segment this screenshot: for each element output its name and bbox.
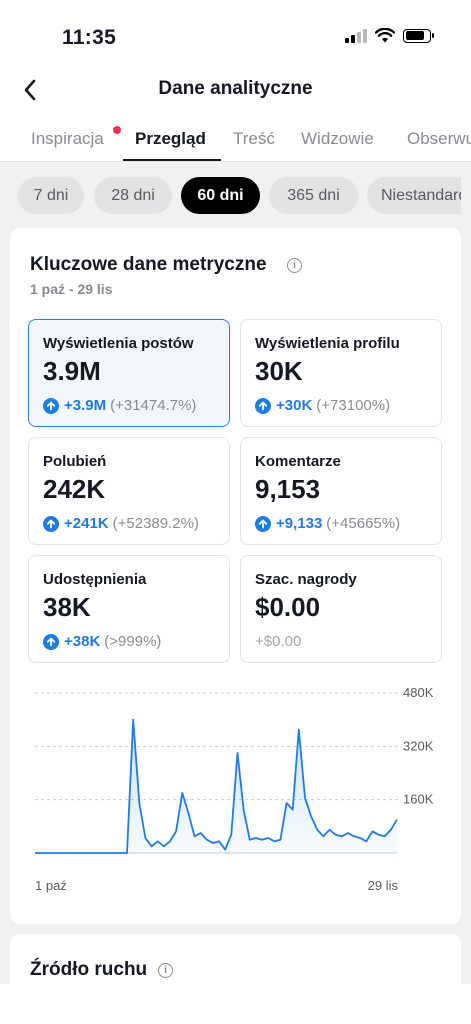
tab-inspiracja[interactable]: Inspiracja — [31, 129, 104, 148]
metric-card-shares[interactable]: Udostępnienia 38K +38K (>999%) — [28, 555, 230, 663]
delta-percent: (+45665%) — [326, 515, 401, 532]
metric-value: 30K — [255, 356, 303, 386]
metric-value: $0.00 — [255, 592, 321, 622]
y-tick-label: 160K — [403, 792, 434, 807]
tab-bar: Inspiracja Przegląd Treść Widzowie Obser… — [0, 120, 471, 162]
metric-label: Wyświetlenia postów — [43, 335, 194, 352]
y-tick-label: 480K — [403, 685, 434, 700]
metric-card-comments[interactable]: Komentarze 9,153 +9,133 (+45665%) — [240, 437, 442, 545]
date-range: 1 paź - 29 lis — [30, 281, 113, 297]
arrow-up-icon — [255, 515, 271, 532]
wifi-icon — [375, 28, 395, 43]
metric-delta: +$0.00 — [255, 633, 305, 650]
metric-label: Udostępnienia — [43, 571, 147, 588]
series-area — [35, 719, 397, 853]
arrow-up-icon — [255, 397, 271, 414]
metric-card-post-views[interactable]: Wyświetlenia postów 3.9M +3.9M (+31474.7… — [28, 319, 230, 427]
metric-label: Komentarze — [255, 453, 341, 470]
status-icons — [345, 28, 434, 43]
arrow-up-icon — [43, 397, 59, 414]
delta-value: +38K — [64, 633, 101, 650]
metric-label: Wyświetlenia profilu — [255, 335, 400, 352]
delta-value: +3.9M — [64, 397, 107, 414]
post-views-chart[interactable]: 480K 320K 160K 1 paź 29 lis — [10, 678, 461, 898]
info-icon[interactable]: i — [158, 963, 173, 978]
filter-28-days[interactable]: 28 dni — [94, 177, 172, 214]
x-axis-end-label: 29 lis — [367, 878, 398, 893]
tab-tresc[interactable]: Treść — [233, 129, 275, 148]
metric-delta: +241K (+52389.2%) — [43, 515, 199, 532]
metric-value: 38K — [43, 592, 91, 622]
x-axis-start-label: 1 paź — [35, 878, 67, 893]
tab-widzowie[interactable]: Widzowie — [301, 129, 374, 148]
metric-label: Polubień — [43, 453, 107, 470]
traffic-source-title: Źródło ruchu — [30, 959, 148, 980]
metric-value: 9,153 — [255, 474, 321, 504]
back-button[interactable] — [14, 74, 46, 106]
delta-value: +$0.00 — [255, 633, 302, 650]
delta-value: +30K — [276, 397, 313, 414]
notification-dot — [113, 126, 121, 134]
filter-7-days[interactable]: 7 dni — [18, 177, 84, 214]
metric-card-likes[interactable]: Polubień 242K +241K (+52389.2%) — [28, 437, 230, 545]
tab-przeglad[interactable]: Przegląd — [135, 129, 206, 148]
chevron-left-icon — [24, 79, 36, 101]
chart-canvas: 480K 320K 160K — [35, 685, 434, 854]
status-time: 11:35 — [62, 26, 117, 49]
cellular-signal-icon — [345, 28, 367, 43]
key-metrics-title: Kluczowe dane metryczne — [30, 254, 267, 275]
delta-percent: (+52389.2%) — [112, 515, 199, 532]
active-tab-indicator — [123, 159, 221, 161]
delta-value: +9,133 — [276, 515, 323, 532]
metric-card-est-rewards[interactable]: Szac. nagrody $0.00 +$0.00 — [240, 555, 442, 663]
battery-icon — [403, 28, 434, 43]
series-line — [35, 718, 398, 854]
bottom-strip — [0, 984, 471, 1024]
filter-60-days[interactable]: 60 dni — [181, 177, 260, 214]
page-title: Dane analityczne — [158, 78, 313, 99]
tab-obserwujacy[interactable]: Obserwujący — [407, 129, 471, 148]
metric-value: 3.9M — [43, 356, 101, 386]
metric-label: Szac. nagrody — [255, 571, 357, 588]
metric-delta: +30K (+73100%) — [255, 397, 390, 414]
delta-percent: (+73100%) — [316, 397, 391, 414]
filter-custom[interactable]: Niestandardowe — [367, 177, 461, 214]
delta-percent: (>999%) — [104, 633, 162, 650]
status-bar: 11:35 — [0, 0, 471, 76]
metric-delta: +9,133 (+45665%) — [255, 515, 400, 532]
metric-delta: +38K (>999%) — [43, 633, 161, 650]
metric-delta: +3.9M (+31474.7%) — [43, 397, 196, 414]
key-metrics-card: Kluczowe dane metryczne i 1 paź - 29 lis… — [10, 228, 461, 924]
arrow-up-icon — [43, 515, 59, 532]
delta-percent: (+31474.7%) — [110, 397, 197, 414]
arrow-up-icon — [43, 633, 59, 650]
y-tick-label: 320K — [403, 738, 434, 753]
delta-value: +241K — [64, 515, 109, 532]
info-icon[interactable]: i — [287, 258, 302, 273]
metric-card-profile-views[interactable]: Wyświetlenia profilu 30K +30K (+73100%) — [240, 319, 442, 427]
filter-365-days[interactable]: 365 dni — [269, 177, 358, 214]
traffic-source-card: Źródło ruchu i — [10, 934, 461, 984]
metric-value: 242K — [43, 474, 106, 504]
header: Dane analityczne — [0, 70, 471, 110]
